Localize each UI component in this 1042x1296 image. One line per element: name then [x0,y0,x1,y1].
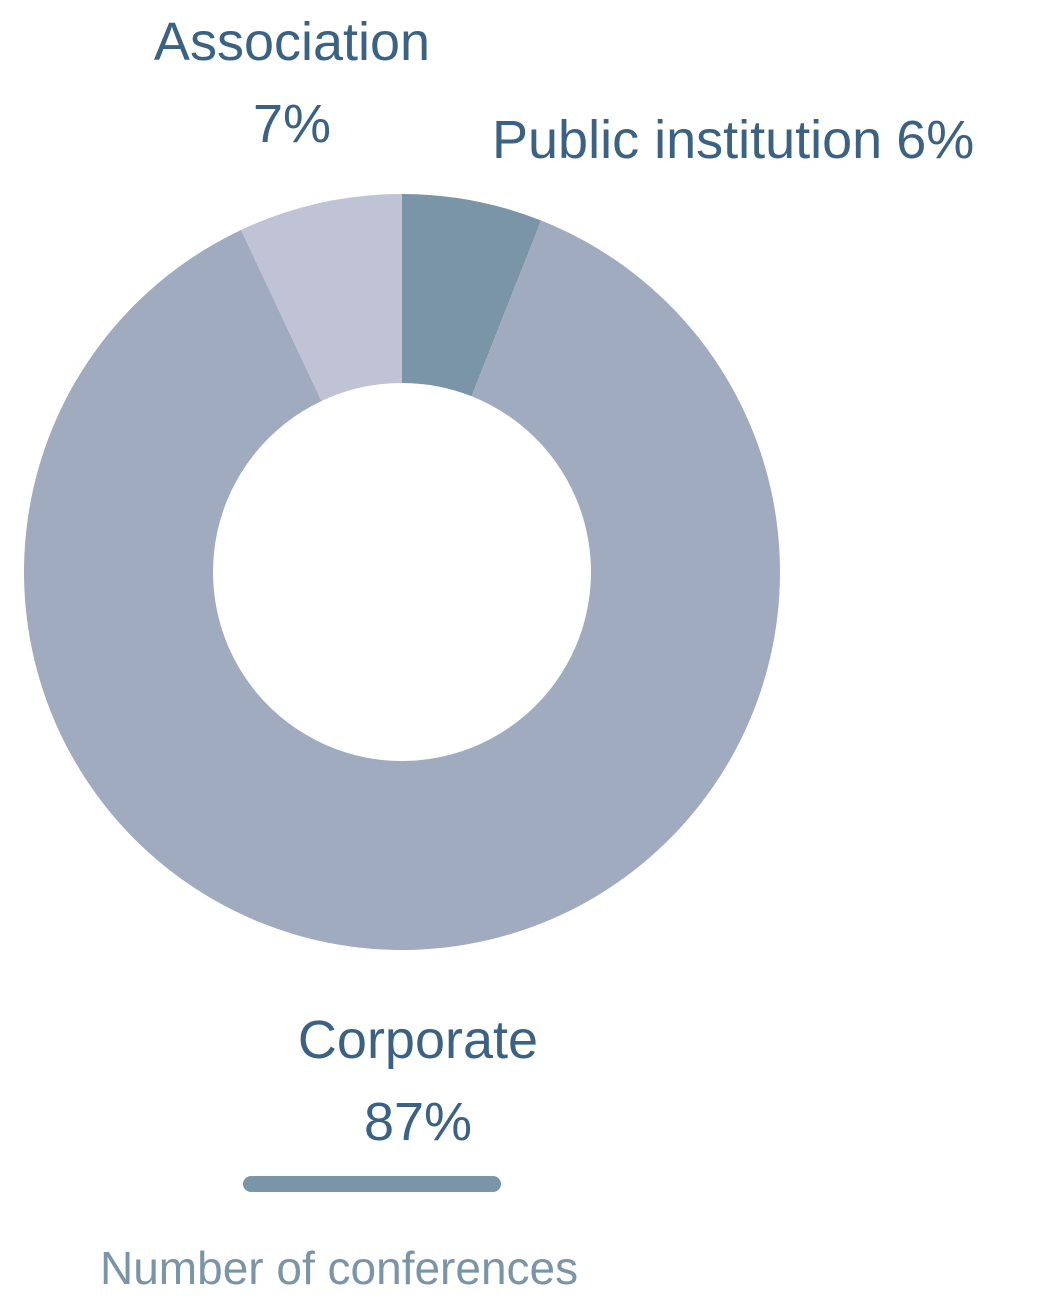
value-label: 7% [253,94,331,154]
caption: Number of conferences [100,1242,578,1291]
slice-label: Association 7% [154,12,430,154]
value-label: 87% [364,1092,472,1152]
slice [241,194,402,401]
slice [23,220,780,951]
caption-swatch [243,1176,501,1192]
category-name: Public institution [492,110,882,170]
category-name: Association [154,12,430,72]
slice-label: Public institution 6% [492,110,974,170]
value-label: 6% [896,110,974,170]
slice-labels: Public institution 6% Corporate 87% Associat… [154,12,974,1152]
category-name: Corporate [298,1010,538,1070]
slice [402,194,542,397]
donut [23,194,780,951]
slice-label: Corporate 87% [298,1010,538,1152]
